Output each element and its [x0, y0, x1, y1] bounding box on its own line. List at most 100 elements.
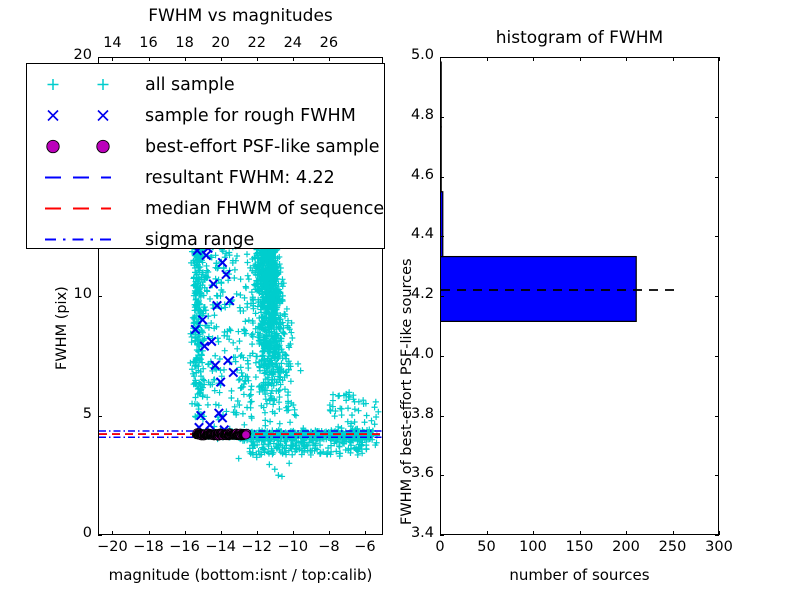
y-tick-histogram [440, 116, 444, 118]
x-tick-label-bottom: −14 [205, 539, 236, 555]
x-tick-histogram-top [440, 57, 441, 61]
scatter-y-axis-label: FWHM (pix) [54, 286, 70, 370]
y-tick-histogram-right [715, 57, 719, 58]
scatter-x-axis-label: magnitude (bottom:isnt / top:calib) [108, 566, 373, 584]
legend-item-label: sigma range [145, 229, 255, 250]
y-tick-histogram-right [715, 415, 719, 417]
x-tick-histogram-top [672, 57, 674, 61]
y-tick-histogram [440, 236, 444, 238]
y-tick-label-histogram: 3.6 [410, 465, 434, 482]
x-tick-histogram [486, 531, 488, 535]
y-tick-label-left: 10 [73, 286, 92, 302]
x-tick-bottom [112, 531, 114, 535]
y-tick-label-histogram: 5.0 [410, 47, 434, 63]
x-tick-label-bottom: −6 [354, 539, 376, 555]
legend-item-label: resultant FWHM: 4.22 [145, 167, 335, 188]
x-tick-histogram-top [486, 57, 488, 61]
x-tick-label-bottom: −8 [318, 539, 340, 555]
x-tick-histogram [672, 531, 674, 535]
y-tick-histogram-right [715, 475, 719, 477]
x-tick-top [148, 57, 150, 61]
y-tick-left [98, 535, 102, 536]
y-tick-histogram [440, 475, 444, 477]
x-tick-label-histogram: 200 [612, 539, 640, 555]
x-tick-label-histogram: 0 [435, 539, 445, 555]
legend-item: sample for rough FWHM [27, 100, 384, 131]
y-tick-label-histogram: 4.0 [410, 345, 434, 362]
y-tick-label-histogram: 3.4 [410, 525, 434, 541]
y-tick-label-left: 5 [82, 405, 92, 422]
y-tick-histogram [440, 296, 444, 297]
dashed-line [27, 162, 145, 193]
x-tick-label-top: 14 [103, 35, 122, 51]
y-tick-label-left: 20 [73, 47, 92, 63]
x-tick-histogram-top [719, 57, 720, 61]
y-tick-histogram-right [715, 296, 719, 297]
y-tick-histogram [440, 176, 444, 178]
histogram-y-axis-label: FWHM of best-effort PSF-like sources [399, 258, 415, 525]
x-tick-bottom [292, 531, 294, 535]
histogram-x-axis-label: number of sources [509, 566, 650, 584]
y-tick-label-histogram: 4.6 [410, 166, 434, 183]
plus-marker [27, 69, 145, 100]
cross-marker [27, 100, 145, 131]
legend-item-label: sample for rough FWHM [145, 105, 356, 126]
x-tick-top [112, 57, 114, 61]
y-tick-label-histogram: 4.2 [410, 286, 434, 302]
y-tick-label-left: 0 [82, 525, 92, 541]
x-tick-top [256, 57, 258, 61]
y-tick-histogram [440, 355, 444, 357]
y-tick-histogram-right [715, 355, 719, 357]
x-tick-bottom [364, 531, 366, 535]
legend-item: resultant FWHM: 4.22 [27, 162, 384, 193]
y-tick-label-histogram: 4.8 [410, 106, 434, 123]
x-tick-bottom [220, 531, 222, 535]
dashdot-line [27, 224, 145, 255]
legend-item: median FHWM of sequence [27, 193, 384, 224]
x-tick-label-histogram: 250 [658, 539, 687, 555]
x-tick-top [220, 57, 222, 61]
x-tick-label-histogram: 150 [565, 539, 594, 555]
legend-item: all sample [27, 69, 384, 100]
x-tick-label-bottom: −10 [277, 539, 309, 555]
y-tick-left [98, 57, 102, 58]
x-tick-label-top: 22 [247, 35, 266, 51]
y-tick-histogram-right [715, 535, 719, 536]
circle-marker [27, 131, 145, 162]
x-tick-top [292, 57, 294, 61]
x-tick-label-top: 24 [283, 35, 303, 51]
histogram-axes [440, 57, 719, 535]
x-tick-bottom [256, 531, 258, 535]
x-tick-label-top: 16 [139, 35, 158, 51]
histogram-title: histogram of FWHM [495, 28, 664, 48]
x-tick-label-histogram: 100 [519, 539, 547, 555]
y-tick-histogram [440, 535, 444, 536]
x-tick-bottom [148, 531, 150, 535]
y-tick-histogram [440, 57, 444, 58]
x-tick-histogram [626, 531, 627, 535]
x-tick-label-bottom: −16 [169, 539, 200, 555]
x-tick-label-top: 18 [175, 35, 194, 51]
x-tick-label-bottom: −20 [97, 539, 128, 555]
x-tick-label-bottom: −12 [241, 539, 273, 555]
y-tick-label-histogram: 4.4 [410, 226, 434, 243]
x-tick-histogram [719, 531, 720, 535]
legend-item: sigma range [27, 224, 384, 255]
x-tick-histogram-top [579, 57, 581, 61]
dashed-line [27, 193, 145, 224]
x-tick-bottom [328, 531, 330, 535]
x-tick-label-top: 26 [319, 35, 339, 51]
x-tick-histogram-top [533, 57, 534, 61]
y-tick-histogram [440, 415, 444, 417]
x-tick-label-top: 20 [211, 35, 230, 51]
x-tick-histogram [440, 531, 441, 535]
y-tick-label-histogram: 3.8 [410, 405, 434, 422]
scatter-plot-title: FWHM vs magnitudes [148, 6, 333, 26]
x-tick-top [184, 57, 186, 61]
legend-item-label: all sample [145, 74, 235, 95]
y-tick-left [98, 415, 102, 417]
y-tick-histogram-right [715, 236, 719, 238]
y-tick-histogram-right [715, 116, 719, 118]
x-tick-bottom [184, 531, 186, 535]
